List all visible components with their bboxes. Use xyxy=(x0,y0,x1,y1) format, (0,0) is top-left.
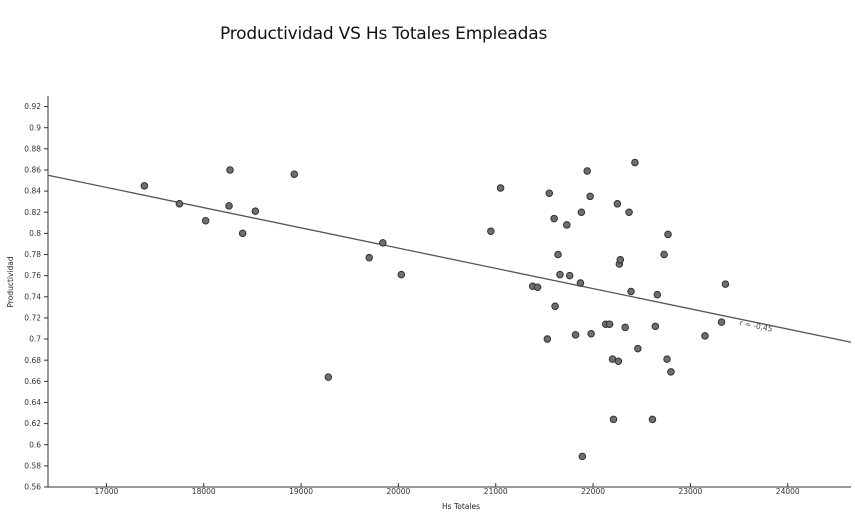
data-point xyxy=(533,283,542,292)
data-point xyxy=(634,344,642,353)
y-tick-label: 0.78 xyxy=(24,250,41,259)
data-point xyxy=(660,250,668,259)
data-point xyxy=(648,415,657,424)
x-tick-label: 20000 xyxy=(386,487,410,496)
data-point xyxy=(496,184,505,192)
data-point xyxy=(550,214,558,223)
x-tick-label: 18000 xyxy=(192,487,216,496)
y-tick-label: 0.7 xyxy=(29,335,41,344)
data-point xyxy=(487,227,495,236)
chart-title: Productividad VS Hs Totales Empleadas xyxy=(220,24,548,44)
data-point xyxy=(614,357,623,365)
data-point xyxy=(667,368,675,376)
data-point xyxy=(717,318,726,326)
data-point xyxy=(663,355,671,363)
x-tick-label: 24000 xyxy=(776,487,800,496)
x-axis-title: Hs Totales xyxy=(442,502,480,511)
y-tick-label: 0.84 xyxy=(24,187,41,196)
data-point xyxy=(616,256,625,264)
data-point xyxy=(554,250,562,259)
y-tick-label: 0.72 xyxy=(24,314,41,323)
y-tick-label: 0.9 xyxy=(29,123,41,132)
y-axis: 0.56 0.58 0.6 0.62 0.64 0.66 0.68 0.7 0.72 0.74 0.… xyxy=(24,96,49,492)
data-point xyxy=(543,335,552,343)
trendline xyxy=(47,174,852,343)
data-point xyxy=(251,207,260,215)
x-tick-label: 17000 xyxy=(94,487,118,496)
x-tick-label: 19000 xyxy=(289,487,313,496)
data-point xyxy=(651,322,660,331)
y-tick-label: 0.92 xyxy=(24,102,41,111)
data-point xyxy=(625,208,633,216)
data-point xyxy=(631,158,639,167)
data-point xyxy=(324,373,333,381)
y-tick-label: 0.6 xyxy=(29,440,41,449)
y-tick-label: 0.76 xyxy=(24,271,41,280)
data-point xyxy=(578,452,587,461)
y-tick-label: 0.8 xyxy=(29,229,41,238)
x-tick-label: 21000 xyxy=(484,487,508,496)
data-point xyxy=(556,270,564,279)
y-axis-title: Productividad xyxy=(6,256,15,307)
y-tick-label: 0.88 xyxy=(24,144,41,153)
y-tick-label: 0.82 xyxy=(24,208,41,217)
data-points xyxy=(140,158,730,461)
data-point xyxy=(701,332,709,340)
data-point xyxy=(226,166,234,174)
data-point xyxy=(721,280,730,288)
data-point xyxy=(379,239,387,247)
data-point xyxy=(175,200,184,208)
data-point xyxy=(545,189,554,197)
data-point xyxy=(586,192,594,201)
data-point xyxy=(627,287,635,296)
data-point xyxy=(583,167,591,175)
data-point xyxy=(201,216,210,225)
data-point xyxy=(605,320,614,329)
data-point xyxy=(664,230,672,239)
data-point xyxy=(576,279,585,287)
y-tick-label: 0.74 xyxy=(24,292,41,301)
y-tick-label: 0.68 xyxy=(24,356,41,365)
y-tick-label: 0.64 xyxy=(24,398,41,407)
data-point xyxy=(587,330,595,338)
y-tick-label: 0.62 xyxy=(24,419,41,428)
data-point xyxy=(577,208,586,216)
data-point xyxy=(365,253,373,262)
data-point xyxy=(140,182,149,190)
data-point xyxy=(609,415,618,424)
data-point xyxy=(290,170,299,178)
data-point xyxy=(238,229,247,238)
data-point xyxy=(551,302,559,311)
trendline-group: r = -0,45 xyxy=(47,174,852,343)
data-point xyxy=(653,290,662,299)
data-point xyxy=(621,323,629,332)
data-point xyxy=(225,202,233,210)
x-tick-label: 22000 xyxy=(581,487,605,496)
y-tick-label: 0.58 xyxy=(24,461,41,470)
correlation-label: r = -0,45 xyxy=(739,318,774,334)
y-tick-label: 0.56 xyxy=(24,483,41,492)
y-tick-label: 0.66 xyxy=(24,377,41,386)
y-tick-label: 0.86 xyxy=(24,166,41,175)
data-point xyxy=(565,271,574,280)
x-tick-label: 23000 xyxy=(678,487,702,496)
data-point xyxy=(563,221,571,229)
data-point xyxy=(613,200,622,208)
x-axis: 17000 18000 19000 20000 21000 22000 23000 24000 xyxy=(48,483,851,496)
data-point xyxy=(397,270,406,279)
data-point xyxy=(571,331,580,339)
